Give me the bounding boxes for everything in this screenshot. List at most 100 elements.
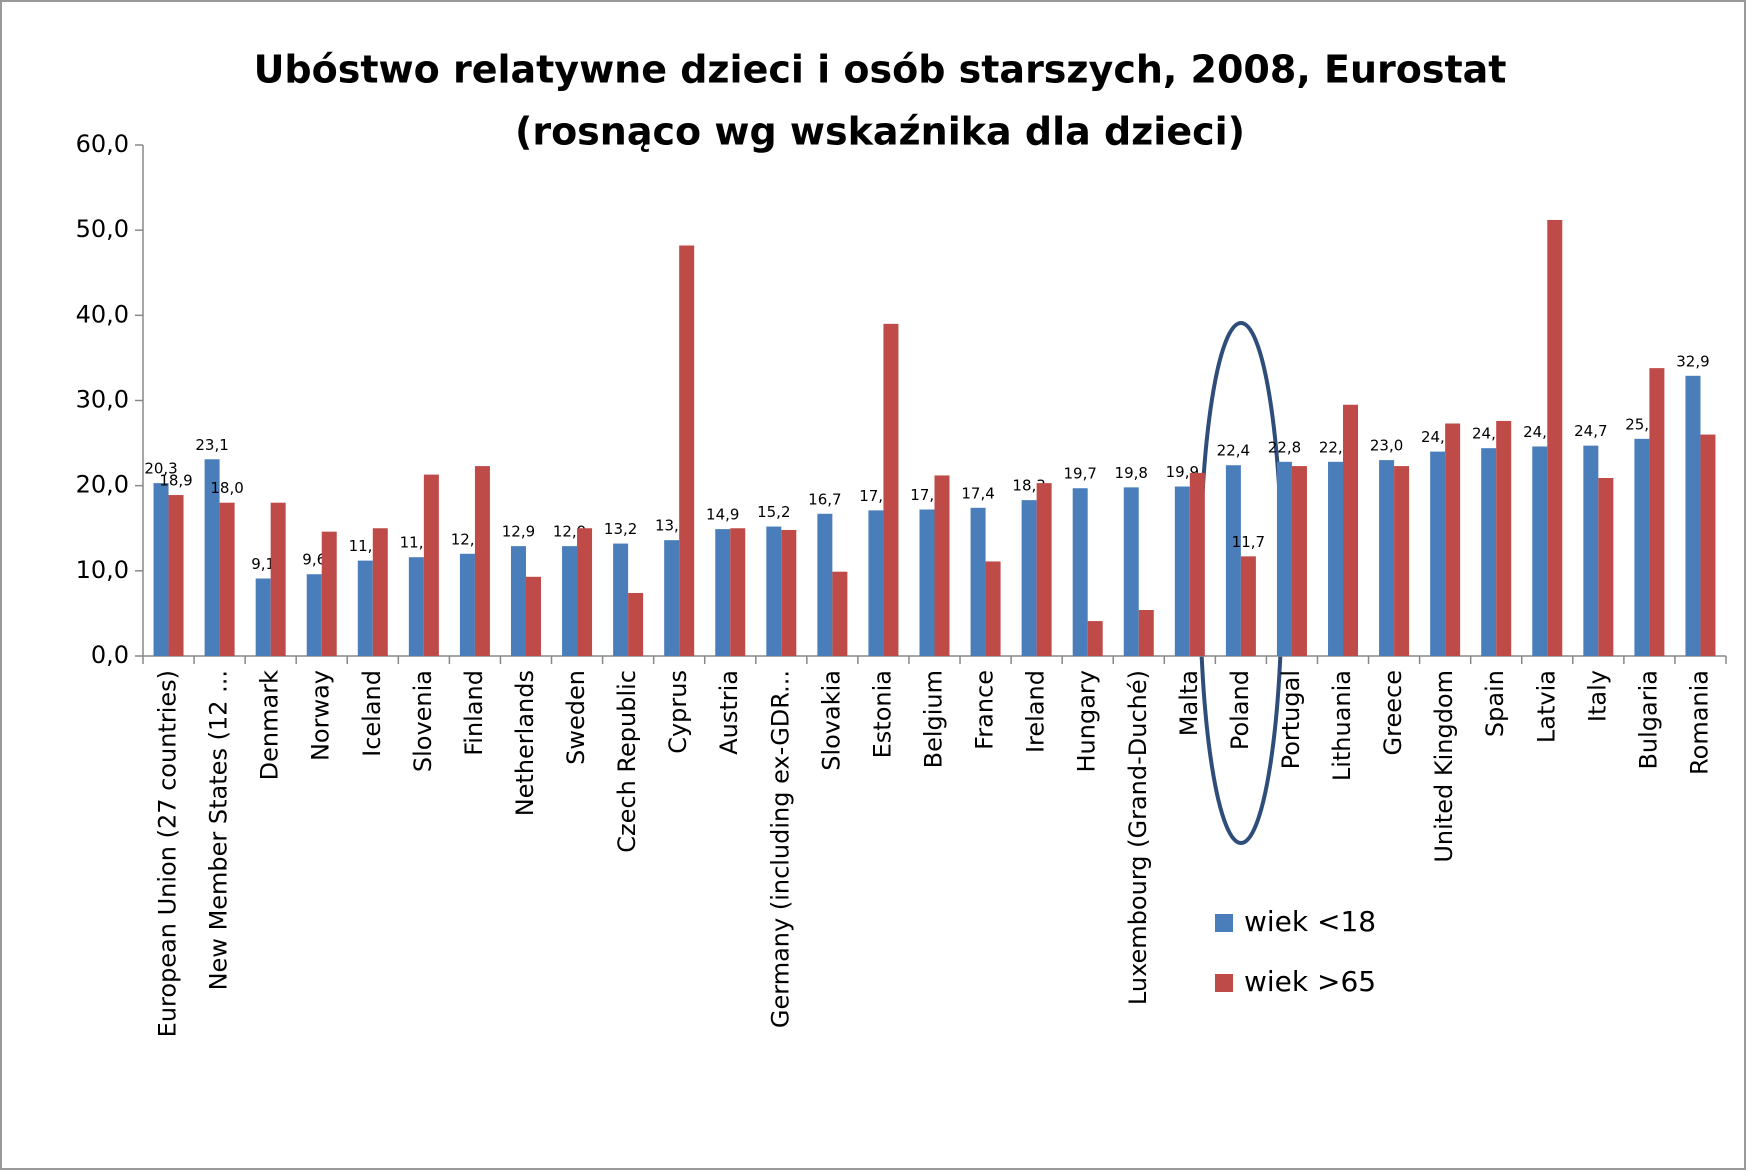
bar (1445, 423, 1461, 656)
y-tick-label: 60,0 (76, 130, 129, 158)
data-label: 19,7 (1063, 465, 1096, 483)
x-tick-label: Germany (including ex-GDR... (766, 670, 794, 1028)
data-label: 19,8 (1115, 464, 1148, 482)
bar (1379, 460, 1395, 656)
x-tick-label: Slovenia (409, 670, 437, 772)
bar (1036, 483, 1052, 656)
bar (970, 507, 986, 656)
data-label: 9,6 (302, 551, 326, 569)
bar (883, 323, 899, 656)
x-tick-label: Finland (460, 670, 488, 756)
data-label: 22,4 (1217, 442, 1250, 460)
bar (766, 526, 782, 656)
x-tick-label: Czech Republic (613, 670, 641, 853)
x-tick-label: Italy (1583, 670, 1611, 722)
x-tick-label: Poland (1226, 670, 1254, 750)
x-tick-label: Bulgaria (1634, 670, 1662, 770)
x-tick-label: Cyprus (664, 670, 692, 754)
data-label: 18,0 (210, 479, 243, 497)
legend-swatch (1215, 974, 1233, 992)
bar (1291, 466, 1307, 656)
bar (1649, 368, 1665, 656)
bar (459, 553, 475, 656)
bar (1481, 448, 1497, 656)
x-tick-label: Belgium (920, 670, 948, 768)
bar (1343, 404, 1359, 656)
x-tick-label: Greece (1379, 670, 1407, 755)
bar (1394, 466, 1410, 656)
x-tick-label: Austria (715, 670, 743, 755)
x-tick-label: European Union (27 countries) (154, 670, 182, 1037)
bar (270, 502, 286, 656)
bar (628, 592, 644, 656)
bar (219, 502, 235, 656)
chart-title: Ubóstwo relatywne dzieci i osób starszyc… (254, 48, 1507, 92)
x-tick-label: Slovakia (817, 670, 845, 771)
bar (919, 509, 935, 656)
bar (474, 466, 490, 656)
y-tick-label: 50,0 (76, 215, 129, 243)
data-label: 22,8 (1268, 438, 1301, 456)
data-label: 14,9 (706, 506, 739, 524)
bar (306, 574, 322, 656)
data-label: 23,0 (1370, 437, 1403, 455)
x-tick-label: Portugal (1277, 670, 1305, 769)
bar (1123, 487, 1139, 656)
bar (664, 540, 680, 656)
bar (1021, 500, 1037, 656)
data-label: 23,1 (195, 436, 228, 454)
x-tick-label: Iceland (358, 670, 386, 757)
bar (1225, 465, 1241, 656)
data-label: 32,9 (1676, 352, 1709, 370)
data-label: 16,7 (808, 490, 841, 508)
x-tick-label: France (971, 670, 999, 750)
bar (1547, 219, 1563, 657)
data-label: 11,7 (1232, 533, 1265, 551)
data-label: 13,2 (604, 520, 637, 538)
bar (1087, 621, 1103, 656)
x-tick-label: Ireland (1022, 670, 1050, 753)
bar (408, 557, 424, 656)
bar (1138, 610, 1154, 656)
bar (985, 561, 1001, 656)
data-label: 20,3 (144, 460, 177, 478)
bar (153, 483, 169, 656)
x-tick-label: Netherlands (511, 670, 539, 816)
bar (423, 474, 439, 656)
bar (868, 510, 884, 656)
bar (1328, 461, 1344, 656)
bar (679, 245, 695, 656)
bar (817, 513, 833, 656)
bar (1583, 445, 1599, 656)
bar (1598, 478, 1614, 656)
data-label: 17,4 (961, 484, 994, 502)
legend-label: wiek <18 (1244, 905, 1376, 938)
bar (1276, 461, 1292, 656)
x-tick-label: Spain (1481, 670, 1509, 737)
bar (1700, 434, 1716, 656)
bar (1685, 375, 1701, 656)
bar (255, 578, 271, 656)
bar (934, 475, 950, 656)
y-tick-label: 10,0 (76, 556, 129, 584)
bar (1634, 438, 1650, 656)
y-tick-label: 20,0 (76, 471, 129, 499)
bar (372, 528, 388, 656)
bar (321, 531, 337, 656)
bar (562, 546, 578, 656)
bar (1532, 446, 1548, 656)
y-tick-label: 0,0 (91, 641, 129, 669)
bar (1430, 451, 1446, 656)
x-tick-label: Sweden (562, 670, 590, 765)
y-tick-label: 40,0 (76, 300, 129, 328)
x-tick-label: United Kingdom (1430, 670, 1458, 863)
data-label: 18,9 (159, 472, 192, 490)
bar (715, 529, 731, 656)
bar (730, 528, 746, 656)
bar (1189, 472, 1205, 656)
x-tick-label: Denmark (256, 670, 284, 780)
data-label: 24,7 (1574, 422, 1607, 440)
x-tick-label: Lithuania (1328, 670, 1356, 781)
legend-label: wiek >65 (1244, 965, 1376, 998)
